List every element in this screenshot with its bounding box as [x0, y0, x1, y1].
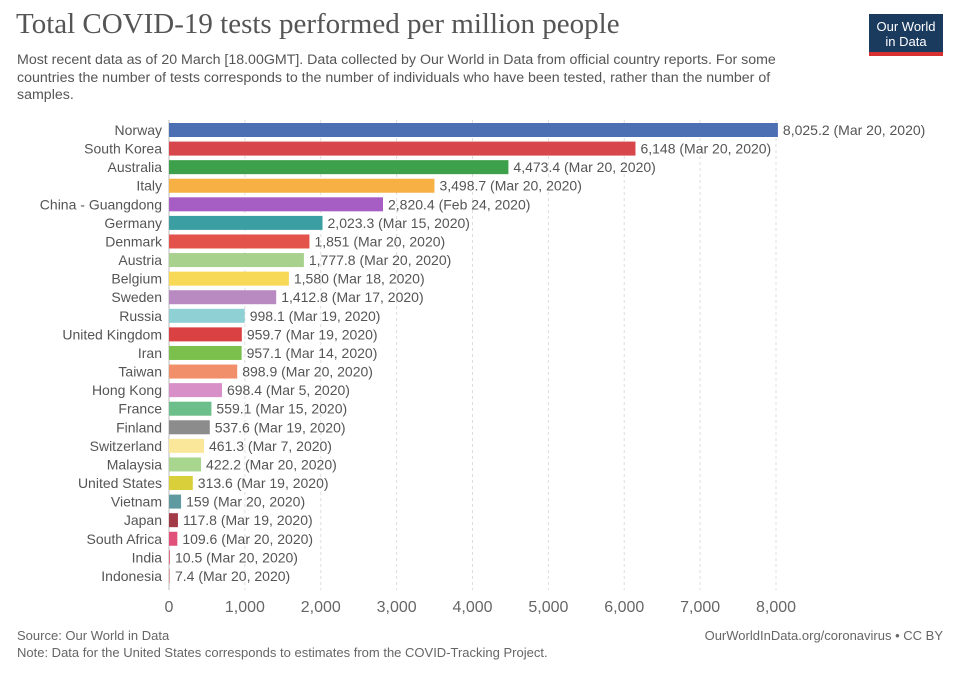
value-label: 313.6 (Mar 19, 2020) — [198, 475, 329, 491]
value-label: 7.4 (Mar 20, 2020) — [175, 568, 290, 584]
category-label: South Africa — [87, 531, 163, 547]
owid-logo[interactable]: Our World in Data — [869, 14, 943, 56]
source-text: Source: Our World in Data — [17, 628, 170, 643]
x-tick-label: 1,000 — [225, 599, 265, 616]
category-label: Finland — [116, 419, 162, 435]
chart-title: Total COVID-19 tests performed per milli… — [16, 8, 620, 40]
value-label: 10.5 (Mar 20, 2020) — [175, 549, 298, 565]
bar — [169, 550, 170, 565]
category-label: Iran — [138, 345, 162, 361]
category-label: Switzerland — [90, 438, 162, 454]
bar — [169, 197, 383, 212]
x-tick-label: 4,000 — [452, 599, 492, 616]
category-label: United States — [78, 475, 162, 491]
category-label: Germany — [104, 215, 162, 231]
value-label: 109.6 (Mar 20, 2020) — [182, 531, 313, 547]
category-label: Taiwan — [118, 364, 162, 380]
bar — [169, 476, 193, 491]
bar — [169, 141, 636, 156]
value-label: 1,777.8 (Mar 20, 2020) — [309, 252, 451, 268]
category-label: Vietnam — [111, 494, 162, 510]
bar — [169, 531, 178, 546]
category-label: Japan — [124, 512, 162, 528]
category-label: Indonesia — [101, 568, 162, 584]
bar — [169, 160, 509, 175]
license-link[interactable]: OurWorldInData.org/coronavirus • CC BY — [704, 628, 943, 643]
category-label: Malaysia — [107, 456, 162, 472]
value-label: 559.1 (Mar 15, 2020) — [216, 401, 347, 417]
value-label: 1,851 (Mar 20, 2020) — [314, 233, 445, 249]
value-label: 6,148 (Mar 20, 2020) — [640, 141, 771, 157]
category-label: Norway — [115, 122, 162, 138]
bar — [169, 178, 435, 193]
bar — [169, 345, 242, 360]
category-label: India — [132, 549, 163, 565]
value-label: 898.9 (Mar 20, 2020) — [242, 364, 373, 380]
value-label: 957.1 (Mar 14, 2020) — [247, 345, 378, 361]
bar — [169, 215, 323, 230]
value-label: 3,498.7 (Mar 20, 2020) — [439, 178, 581, 194]
bar — [169, 290, 277, 305]
category-label: Belgium — [111, 271, 162, 287]
bar — [169, 364, 238, 379]
bar — [169, 438, 205, 453]
category-label: South Korea — [84, 141, 162, 157]
value-label: 1,580 (Mar 18, 2020) — [294, 271, 425, 287]
bar — [169, 494, 182, 509]
bar — [169, 234, 310, 249]
category-label: Sweden — [111, 289, 162, 305]
category-label: China - Guangdong — [40, 196, 162, 212]
value-label: 1,412.8 (Mar 17, 2020) — [281, 289, 423, 305]
x-tick-label: 5,000 — [528, 599, 568, 616]
logo-line1: Our World — [876, 19, 936, 34]
category-label: United Kingdom — [62, 326, 162, 342]
value-label: 537.6 (Mar 19, 2020) — [215, 419, 346, 435]
value-label: 4,473.4 (Mar 20, 2020) — [513, 159, 655, 175]
value-label: 2,820.4 (Feb 24, 2020) — [388, 196, 530, 212]
category-label: France — [118, 401, 162, 417]
bar — [169, 401, 212, 416]
value-label: 117.8 (Mar 19, 2020) — [183, 512, 313, 528]
bar — [169, 568, 170, 583]
x-tick-label: 7,000 — [680, 599, 720, 616]
category-label: Russia — [119, 308, 162, 324]
x-tick-label: 8,000 — [756, 599, 796, 616]
logo-line2: in Data — [885, 34, 927, 49]
note-text: Note: Data for the United States corresp… — [17, 645, 548, 660]
x-tick-label: 3,000 — [377, 599, 417, 616]
bar — [169, 383, 222, 398]
bar — [169, 271, 289, 286]
bar — [169, 513, 178, 528]
category-label: Denmark — [105, 233, 163, 249]
bar — [169, 457, 202, 472]
bar — [169, 308, 245, 323]
value-label: 8,025.2 (Mar 20, 2020) — [783, 122, 925, 138]
bar — [169, 420, 210, 435]
value-label: 2,023.3 (Mar 15, 2020) — [328, 215, 470, 231]
x-tick-label: 2,000 — [301, 599, 341, 616]
chart-subtitle: Most recent data as of 20 March [18.00GM… — [17, 52, 776, 103]
value-label: 461.3 (Mar 7, 2020) — [209, 438, 332, 454]
bar — [169, 123, 778, 137]
x-tick-label: 6,000 — [604, 599, 644, 616]
category-label: Austria — [118, 252, 162, 268]
x-tick-label: 0 — [165, 599, 174, 616]
category-label: Italy — [136, 178, 162, 194]
value-label: 959.7 (Mar 19, 2020) — [247, 326, 378, 342]
category-label: Hong Kong — [92, 382, 162, 398]
value-label: 998.1 (Mar 19, 2020) — [250, 308, 381, 324]
value-label: 159 (Mar 20, 2020) — [186, 494, 305, 510]
category-label: Australia — [108, 159, 163, 175]
bar — [169, 253, 304, 268]
value-label: 422.2 (Mar 20, 2020) — [206, 456, 337, 472]
bar — [169, 327, 242, 342]
value-label: 698.4 (Mar 5, 2020) — [227, 382, 350, 398]
